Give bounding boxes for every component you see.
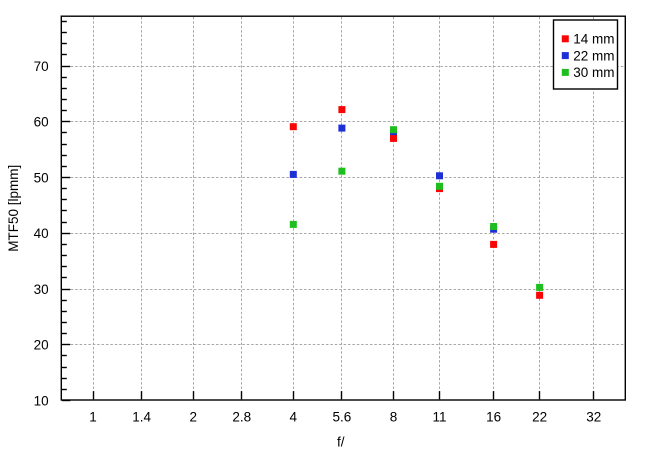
svg-text:2.8: 2.8	[232, 410, 251, 425]
svg-text:20: 20	[34, 338, 49, 353]
svg-text:30 mm: 30 mm	[573, 65, 614, 80]
svg-text:22 mm: 22 mm	[573, 48, 614, 63]
svg-text:14 mm: 14 mm	[573, 32, 614, 47]
svg-text:22: 22	[532, 410, 547, 425]
svg-text:1: 1	[89, 410, 97, 425]
svg-text:11: 11	[432, 410, 446, 425]
svg-text:16: 16	[486, 410, 501, 425]
svg-text:2: 2	[189, 410, 197, 425]
svg-text:f/: f/	[337, 434, 345, 449]
svg-text:MTF50 [lpmm]: MTF50 [lpmm]	[6, 165, 21, 252]
svg-text:8: 8	[390, 410, 398, 425]
svg-text:60: 60	[34, 115, 49, 130]
svg-text:50: 50	[34, 170, 49, 185]
svg-text:5.6: 5.6	[333, 410, 352, 425]
svg-text:4: 4	[290, 410, 298, 425]
svg-text:70: 70	[34, 59, 49, 74]
svg-text:30: 30	[34, 282, 49, 297]
svg-text:32: 32	[586, 410, 601, 425]
svg-text:40: 40	[34, 226, 49, 241]
svg-text:1.4: 1.4	[132, 410, 151, 425]
svg-text:10: 10	[34, 393, 49, 408]
